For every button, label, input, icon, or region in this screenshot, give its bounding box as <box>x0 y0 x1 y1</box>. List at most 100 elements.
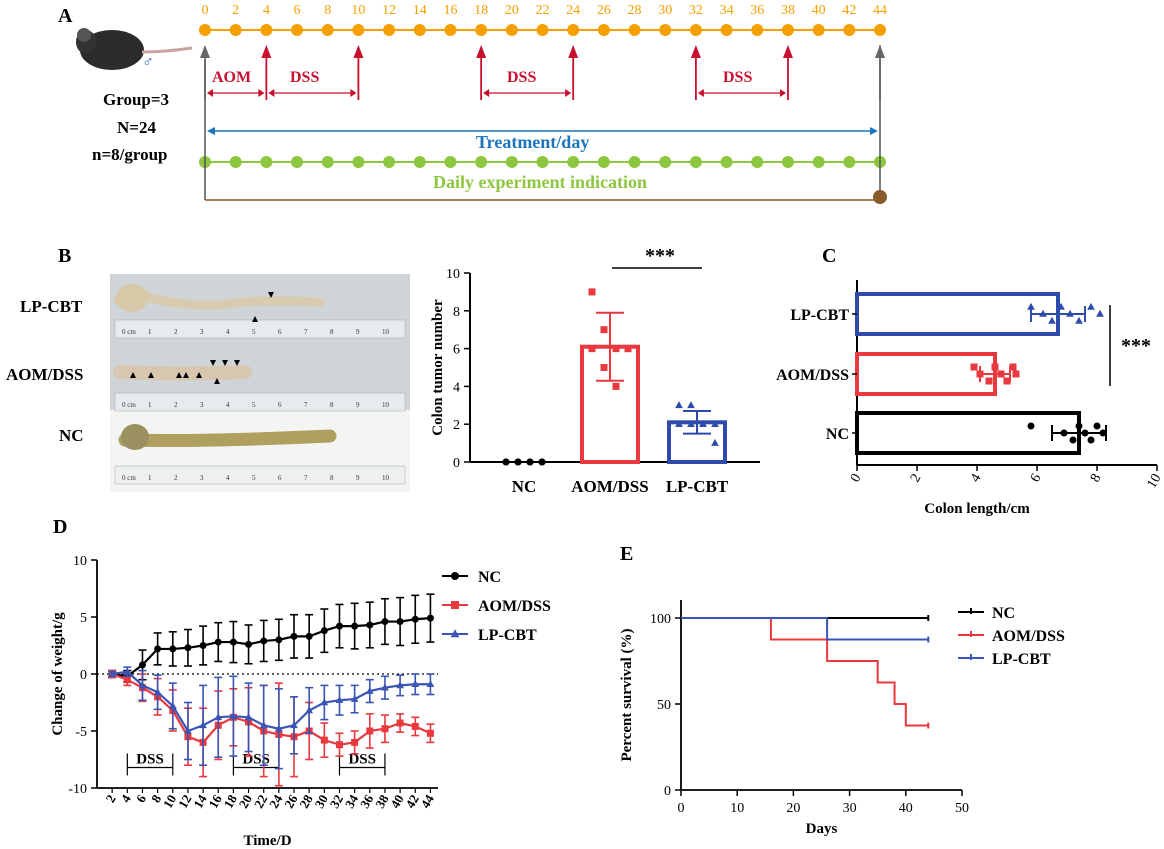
ruler-tick-label: 3 <box>200 474 204 482</box>
ruler-tick-label: 2 <box>174 401 178 409</box>
ruler-1 <box>114 319 406 339</box>
dss-annotation: DSS <box>136 751 164 767</box>
data-point <box>396 681 404 689</box>
data-point <box>1096 309 1104 317</box>
dose-arrow-head <box>353 45 364 58</box>
dose-arrow-head <box>875 45 885 58</box>
data-point <box>538 458 546 466</box>
dss-label-2: DSS <box>507 69 536 86</box>
timeline-dot <box>444 24 457 36</box>
timeline-day-label: 0 <box>202 3 209 18</box>
timeline-dot <box>260 24 273 36</box>
data-point <box>305 632 313 640</box>
y-tick-label: AOM/DSS <box>776 367 849 384</box>
photo-label-aom-dss: AOM/DSS <box>6 365 83 384</box>
data-point <box>612 382 620 390</box>
daily-dot <box>689 156 702 168</box>
daily-dot <box>628 156 641 168</box>
daily-dot <box>567 156 580 168</box>
bar <box>855 411 1081 455</box>
data-point <box>1009 363 1017 371</box>
timeline-dot <box>874 24 886 36</box>
timeline-day-label: 24 <box>566 3 580 18</box>
data-point <box>600 364 608 371</box>
data-point <box>123 667 132 675</box>
bar <box>855 292 1060 336</box>
data-point <box>502 458 510 466</box>
data-point <box>229 638 237 646</box>
ruler-tick-label: 1 <box>148 474 152 482</box>
timeline-dot <box>781 24 794 36</box>
daily-dot <box>291 156 304 168</box>
ruler-tick-label: 7 <box>304 401 308 409</box>
x-tick-label: 4 <box>118 792 134 806</box>
data-point <box>199 642 207 649</box>
data-point <box>381 725 389 733</box>
y-tick-label: 10 <box>446 267 460 282</box>
x-tick-label: NC <box>512 477 537 496</box>
timeline-dot <box>199 24 211 36</box>
ruler-tick-label: 9 <box>356 474 360 482</box>
group-count: Group=3 <box>103 90 169 109</box>
daily-dot <box>352 156 365 168</box>
ruler-tick-label: 8 <box>330 401 334 409</box>
data-point <box>214 638 222 646</box>
data-point <box>366 727 374 735</box>
data-point <box>411 615 419 623</box>
data-point <box>320 627 328 635</box>
ruler-tick-label: 9 <box>356 401 360 409</box>
timeline-day-label: 4 <box>263 3 270 18</box>
data-point <box>335 741 343 749</box>
y-tick-label: 0 <box>80 668 87 683</box>
timeline-day-label: 30 <box>658 3 672 18</box>
ruler-tick-label: 2 <box>174 474 178 482</box>
significance-label: *** <box>645 245 675 267</box>
survival-step-line <box>681 617 929 727</box>
timeline-dot <box>628 24 641 36</box>
daily-dot <box>812 156 825 168</box>
ruler-tick-label: 7 <box>304 328 308 336</box>
daily-dot <box>444 156 457 168</box>
data-point <box>381 618 389 626</box>
x-tick-label: 2 <box>103 792 119 805</box>
x-axis-title: Colon length/cm <box>924 501 1030 517</box>
ruler-tick-label: 4 <box>226 474 230 482</box>
period-span-arrowhead <box>483 89 490 97</box>
timeline-dot <box>843 24 856 36</box>
data-point <box>275 724 283 732</box>
data-point <box>997 370 1005 378</box>
dose-arrow-head <box>200 45 210 58</box>
ruler-tick-label: 0 cm <box>122 401 136 409</box>
period-span-arrowhead <box>268 89 275 97</box>
timeline-dot <box>597 24 610 36</box>
data-point <box>600 326 608 334</box>
timeline-day-label: 42 <box>842 3 856 18</box>
x-tick-label: 30 <box>843 801 857 816</box>
y-tick-label: 10 <box>73 554 87 569</box>
timeline-day-label: 6 <box>294 3 301 18</box>
series-line <box>111 617 431 678</box>
legend-label: AOM/DSS <box>478 598 551 615</box>
data-point <box>351 738 359 746</box>
timeline-day-label: 36 <box>750 3 764 18</box>
timeline-day-label: 12 <box>382 3 396 18</box>
data-point <box>108 669 117 677</box>
period-span-arrowhead <box>350 89 357 97</box>
legend-label: NC <box>992 605 1015 622</box>
legend-label: NC <box>478 569 501 586</box>
tumor-markers <box>130 292 274 384</box>
legend-marker <box>451 601 459 609</box>
survival-step-line <box>681 617 929 641</box>
ruler-tick-label: 6 <box>278 401 282 409</box>
timeline-day-label: 38 <box>781 3 795 18</box>
y-tick-label: 2 <box>453 418 460 433</box>
data-point <box>426 680 435 688</box>
data-point <box>526 458 534 466</box>
data-point <box>199 721 207 729</box>
data-point <box>396 719 404 727</box>
data-point <box>138 661 146 669</box>
data-point <box>1039 309 1047 317</box>
x-tick-label: 4 <box>968 472 984 486</box>
y-tick-label: 6 <box>453 343 460 358</box>
data-point <box>411 680 420 688</box>
